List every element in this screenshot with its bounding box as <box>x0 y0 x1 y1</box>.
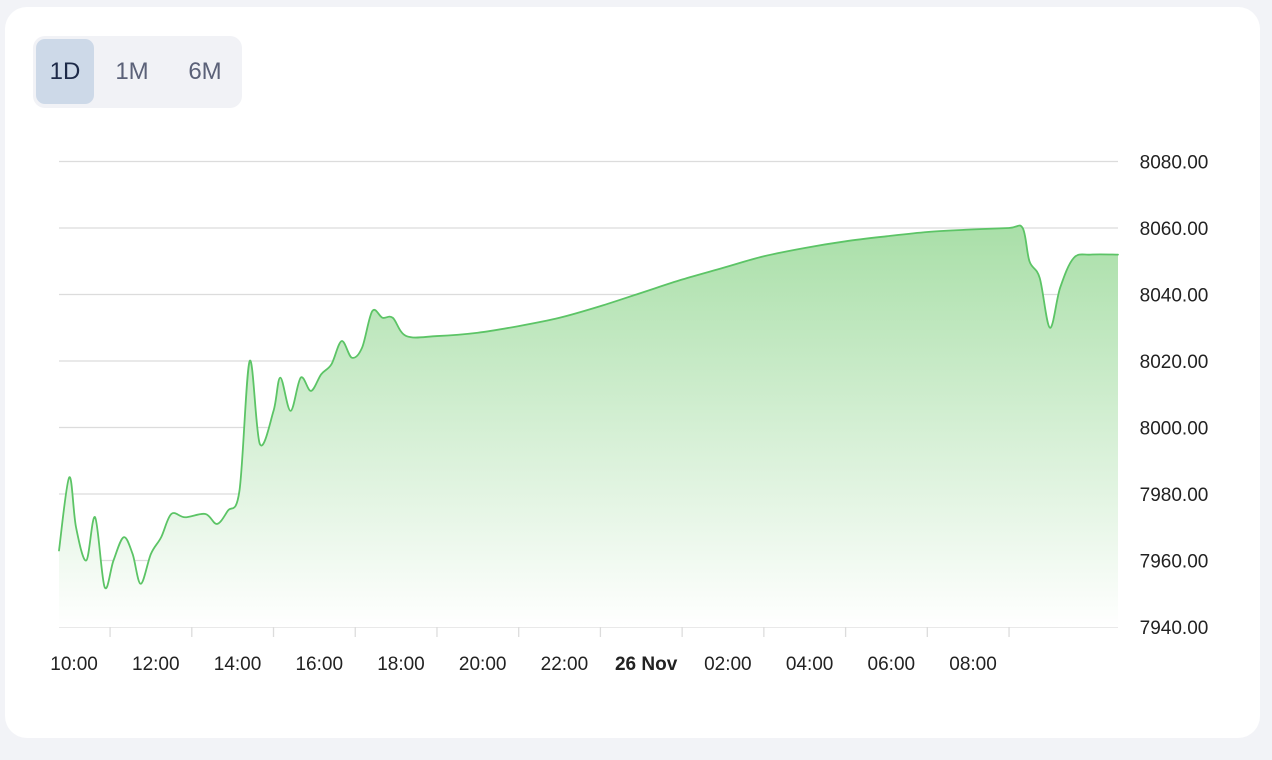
x-tick-label: 12:00 <box>132 654 180 675</box>
range-tab-1m[interactable]: 1M <box>102 39 162 104</box>
series-line <box>58 224 1119 590</box>
x-tick-label: 20:00 <box>459 654 507 675</box>
x-tick-label: 04:00 <box>786 654 834 675</box>
range-selector: 1D 1M 6M <box>33 36 242 108</box>
y-tick-label: 7960.00 <box>1140 552 1209 573</box>
y-tick-label: 8020.00 <box>1140 352 1209 373</box>
x-tick-label: 22:00 <box>541 654 589 675</box>
x-tick-label: 18:00 <box>377 654 425 675</box>
y-tick-label: 8000.00 <box>1140 419 1209 440</box>
y-tick-label: 8080.00 <box>1140 153 1209 174</box>
y-tick-label: 7940.00 <box>1140 618 1209 639</box>
x-tick-label: 08:00 <box>949 654 997 675</box>
y-tick-label: 7980.00 <box>1140 485 1209 506</box>
series-area <box>59 225 1118 627</box>
range-tab-6m[interactable]: 6M <box>171 39 239 104</box>
x-tick-label: 06:00 <box>868 654 916 675</box>
x-tick-label: 14:00 <box>214 654 262 675</box>
y-tick-label: 8040.00 <box>1140 286 1209 307</box>
x-tick-label: 02:00 <box>704 654 752 675</box>
y-tick-label: 8060.00 <box>1140 219 1209 240</box>
x-tick-label: 10:00 <box>50 654 98 675</box>
x-tick-label: 16:00 <box>295 654 343 675</box>
range-tab-1d[interactable]: 1D <box>36 39 94 104</box>
x-tick-label: 26 Nov <box>615 654 678 675</box>
